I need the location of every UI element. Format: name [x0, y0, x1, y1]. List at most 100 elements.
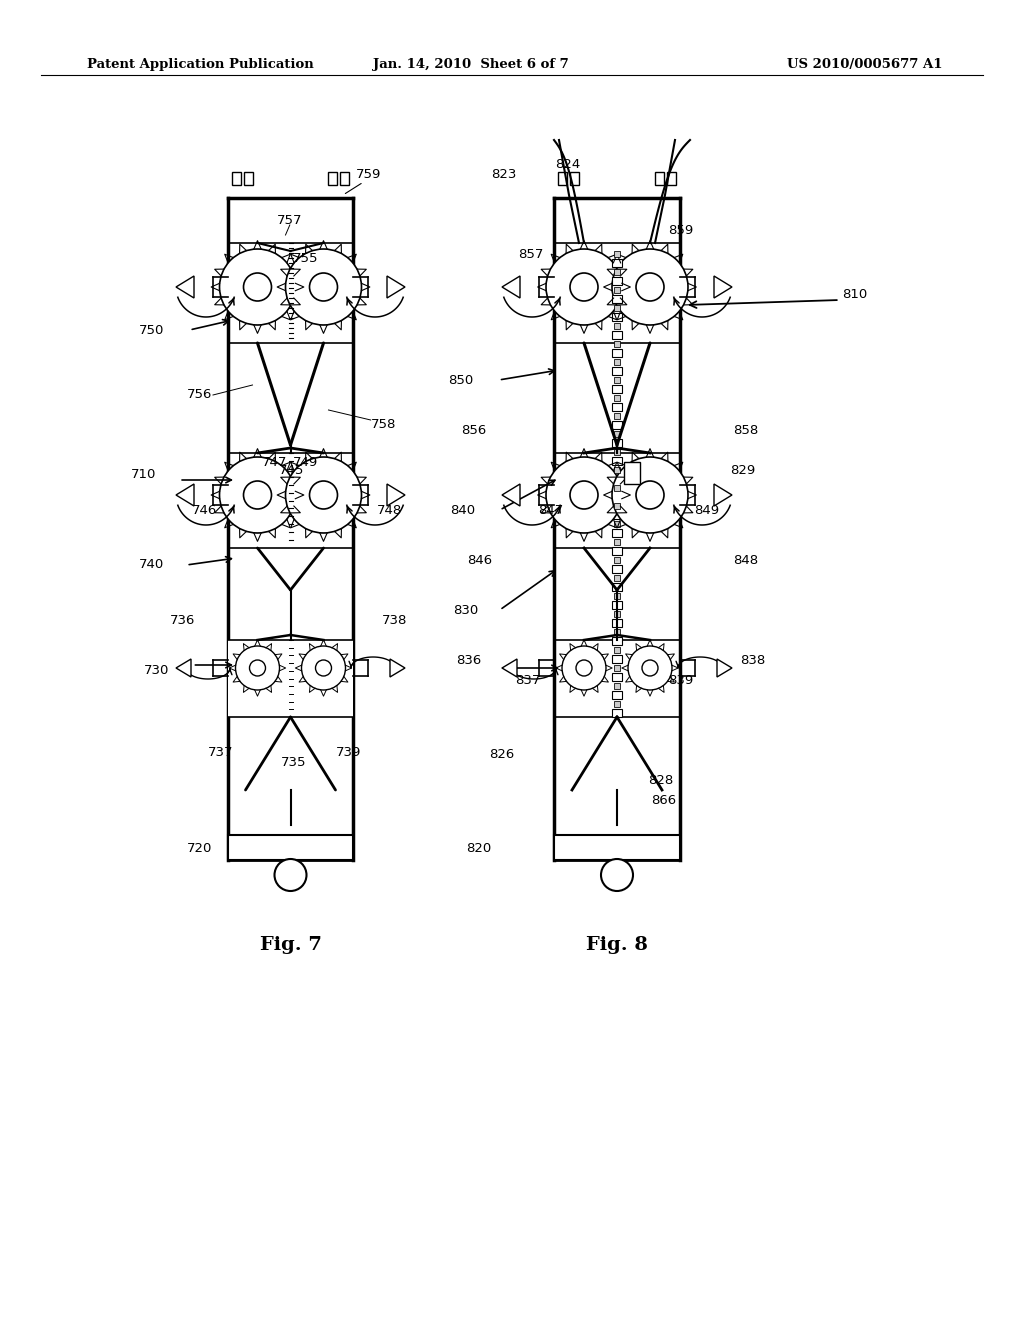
Polygon shape: [176, 484, 194, 506]
Text: 838: 838: [740, 653, 765, 667]
Bar: [612, 692, 622, 700]
Text: 829: 829: [730, 463, 755, 477]
Text: 738: 738: [382, 614, 407, 627]
Bar: [612, 475, 622, 483]
Polygon shape: [387, 484, 406, 506]
Polygon shape: [176, 659, 191, 677]
Bar: [614, 449, 620, 455]
Circle shape: [286, 457, 361, 533]
Polygon shape: [717, 659, 732, 677]
Text: 730: 730: [144, 664, 169, 676]
Text: 737: 737: [208, 746, 232, 759]
Circle shape: [642, 660, 658, 676]
Text: 830: 830: [454, 603, 478, 616]
Bar: [612, 709, 622, 717]
Text: 824: 824: [555, 158, 580, 172]
Bar: [612, 331, 622, 339]
Text: Patent Application Publication: Patent Application Publication: [87, 58, 313, 71]
Text: 866: 866: [651, 793, 676, 807]
Text: 740: 740: [139, 558, 164, 572]
Bar: [612, 511, 622, 519]
Bar: [614, 611, 620, 618]
Text: 823: 823: [492, 169, 516, 181]
Circle shape: [562, 645, 606, 690]
Text: 820: 820: [467, 842, 492, 854]
Bar: [655, 172, 664, 185]
Text: 849: 849: [694, 503, 719, 516]
Bar: [558, 172, 567, 185]
Bar: [614, 432, 620, 437]
Text: 748: 748: [377, 503, 401, 516]
Text: 856: 856: [462, 424, 486, 437]
Bar: [614, 323, 620, 329]
Circle shape: [309, 480, 338, 510]
Circle shape: [628, 645, 672, 690]
Text: 759: 759: [356, 169, 381, 181]
Circle shape: [250, 660, 265, 676]
Bar: [612, 296, 622, 304]
Circle shape: [315, 660, 332, 676]
Bar: [614, 521, 620, 527]
Bar: [328, 172, 337, 185]
Text: 739: 739: [336, 746, 360, 759]
Text: 839: 839: [669, 673, 693, 686]
Circle shape: [612, 457, 688, 533]
Circle shape: [636, 480, 664, 510]
Text: 757: 757: [278, 214, 302, 227]
Circle shape: [570, 273, 598, 301]
Bar: [612, 494, 622, 502]
Bar: [612, 277, 622, 285]
Circle shape: [570, 480, 598, 510]
Text: 826: 826: [489, 748, 514, 762]
Bar: [232, 172, 241, 185]
Text: 747: 747: [262, 455, 287, 469]
Bar: [612, 350, 622, 356]
Polygon shape: [714, 276, 732, 298]
Bar: [612, 529, 622, 537]
Circle shape: [612, 249, 688, 325]
Bar: [612, 404, 622, 411]
Circle shape: [236, 645, 280, 690]
Bar: [612, 619, 622, 627]
Circle shape: [601, 859, 633, 891]
Bar: [612, 583, 622, 591]
Text: 745: 745: [280, 463, 304, 477]
Bar: [614, 251, 620, 257]
Bar: [244, 172, 253, 185]
Circle shape: [244, 273, 271, 301]
Circle shape: [219, 457, 296, 533]
Circle shape: [636, 273, 664, 301]
Bar: [228, 640, 353, 717]
Circle shape: [301, 645, 345, 690]
Text: 837: 837: [515, 673, 540, 686]
Bar: [614, 486, 620, 491]
Bar: [614, 557, 620, 564]
Text: Fig. 8: Fig. 8: [586, 936, 648, 954]
Circle shape: [546, 249, 622, 325]
Polygon shape: [387, 276, 406, 298]
Bar: [614, 593, 620, 599]
Bar: [614, 305, 620, 312]
Bar: [614, 665, 620, 671]
Text: US 2010/0005677 A1: US 2010/0005677 A1: [786, 58, 942, 71]
Text: 755: 755: [293, 252, 317, 264]
Bar: [612, 440, 622, 447]
Bar: [614, 576, 620, 581]
Circle shape: [219, 249, 296, 325]
Bar: [340, 172, 349, 185]
Bar: [614, 342, 620, 347]
Text: 859: 859: [669, 223, 693, 236]
Bar: [612, 565, 622, 573]
Bar: [614, 630, 620, 635]
Bar: [612, 655, 622, 663]
Bar: [612, 638, 622, 645]
Text: Jan. 14, 2010  Sheet 6 of 7: Jan. 14, 2010 Sheet 6 of 7: [373, 58, 569, 71]
Bar: [614, 701, 620, 708]
Text: 840: 840: [451, 503, 475, 516]
Text: 746: 746: [193, 503, 217, 516]
Text: 756: 756: [187, 388, 212, 401]
Bar: [667, 172, 676, 185]
Bar: [228, 836, 353, 861]
Text: 848: 848: [733, 553, 758, 566]
Text: Fig. 7: Fig. 7: [259, 936, 322, 954]
